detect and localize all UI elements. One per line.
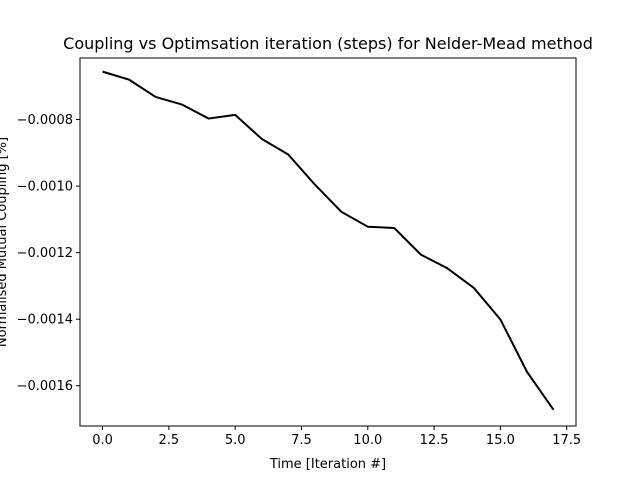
y-tick-label: −0.0012	[17, 246, 73, 261]
x-tick-label: 17.5	[552, 433, 581, 448]
x-tick-label: 0.0	[92, 433, 113, 448]
y-tick-label: −0.0016	[17, 379, 73, 394]
x-axis-title: Time [Iteration #]	[269, 457, 386, 472]
chart-title: Coupling vs Optimsation iteration (steps…	[63, 34, 593, 53]
plot-area: 0.0 2.5 5.0 7.5 10.0 12.5 15.0 17.5 −0.0008 −0.00…	[17, 57, 581, 448]
x-tick-label: 15.0	[486, 433, 515, 448]
y-tick-label: −0.0008	[17, 113, 73, 128]
x-tick-label: 10.0	[353, 433, 382, 448]
y-tick-label: −0.0014	[17, 313, 73, 328]
x-tick-label: 5.0	[225, 433, 246, 448]
y-axis-title: Normalised Mutual Coupling [%]	[0, 137, 10, 347]
series-line-0	[102, 70, 555, 411]
x-tick-label: 7.5	[291, 433, 312, 448]
x-tick-label: 12.5	[420, 433, 449, 448]
axes-frame	[79, 57, 577, 427]
y-tick-label: −0.0010	[17, 180, 73, 195]
x-tick-label: 2.5	[159, 433, 180, 448]
